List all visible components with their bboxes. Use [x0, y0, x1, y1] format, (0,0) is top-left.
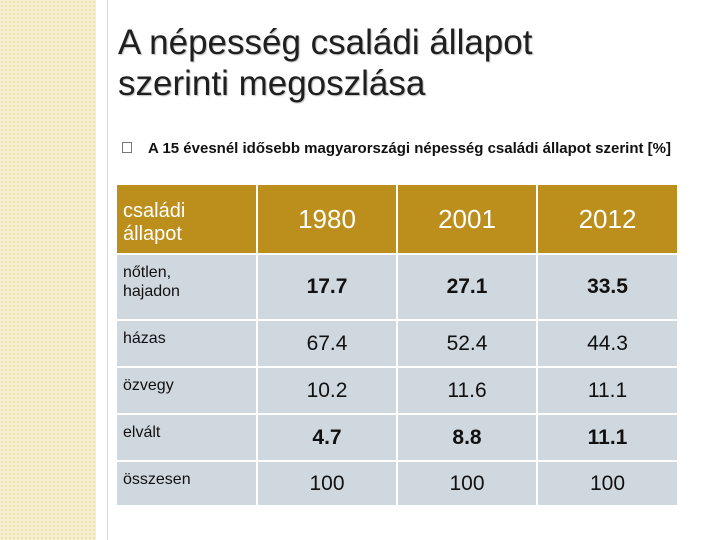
header-cell-label: családi állapot — [117, 185, 258, 255]
value-cell: 27.1 — [398, 255, 538, 321]
value-cell: 52.4 — [398, 321, 538, 368]
value-cell: 44.3 — [538, 321, 677, 368]
header-cell-year: 2012 — [538, 185, 677, 255]
row-label-cell: nőtlen, hajadon — [117, 255, 258, 321]
bullet-text: A 15 évesnél idősebb magyarországi népes… — [148, 140, 671, 157]
value-cell: 100 — [258, 462, 398, 507]
title-line-1: A népesség családi állapot — [118, 23, 533, 62]
table-row: özvegy 10.2 11.6 11.1 — [117, 368, 677, 415]
value-cell: 17.7 — [258, 255, 398, 321]
table-header-row: családi állapot 1980 2001 2012 — [117, 185, 677, 255]
title-line-2: szerinti megoszlása — [118, 64, 426, 103]
value-cell: 67.4 — [258, 321, 398, 368]
table-row: elvált 4.7 8.8 11.1 — [117, 415, 677, 462]
bullet-square-icon — [122, 142, 132, 153]
row-label-cell: elvált — [117, 415, 258, 462]
row-label-cell: házas — [117, 321, 258, 368]
row-label-cell: összesen — [117, 462, 258, 507]
table-row: összesen 100 100 100 — [117, 462, 677, 507]
header-cell-year: 1980 — [258, 185, 398, 255]
value-cell: 33.5 — [538, 255, 677, 321]
value-cell: 10.2 — [258, 368, 398, 415]
slide-title: A népesség családi állapot szerinti mego… — [118, 22, 698, 104]
row-label-line-1: nőtlen, — [123, 264, 172, 281]
row-label-cell: özvegy — [117, 368, 258, 415]
header-cell-year: 2001 — [398, 185, 538, 255]
header-label-line-1: családi — [123, 200, 186, 222]
header-label-line-2: állapot — [123, 223, 182, 245]
table-row: házas 67.4 52.4 44.3 — [117, 321, 677, 368]
row-label-line-2: hajadon — [123, 283, 180, 300]
value-cell: 11.1 — [538, 368, 677, 415]
value-cell: 100 — [538, 462, 677, 507]
value-cell: 8.8 — [398, 415, 538, 462]
table-row: nőtlen, hajadon 17.7 27.1 33.5 — [117, 255, 677, 321]
value-cell: 4.7 — [258, 415, 398, 462]
decorative-divider-line — [107, 0, 108, 540]
decorative-side-band — [0, 0, 96, 540]
marital-status-table: családi állapot 1980 2001 2012 nőtlen, h… — [117, 185, 677, 507]
value-cell: 100 — [398, 462, 538, 507]
bullet-item: A 15 évesnél idősebb magyarországi népes… — [122, 138, 692, 159]
value-cell: 11.6 — [398, 368, 538, 415]
value-cell: 11.1 — [538, 415, 677, 462]
